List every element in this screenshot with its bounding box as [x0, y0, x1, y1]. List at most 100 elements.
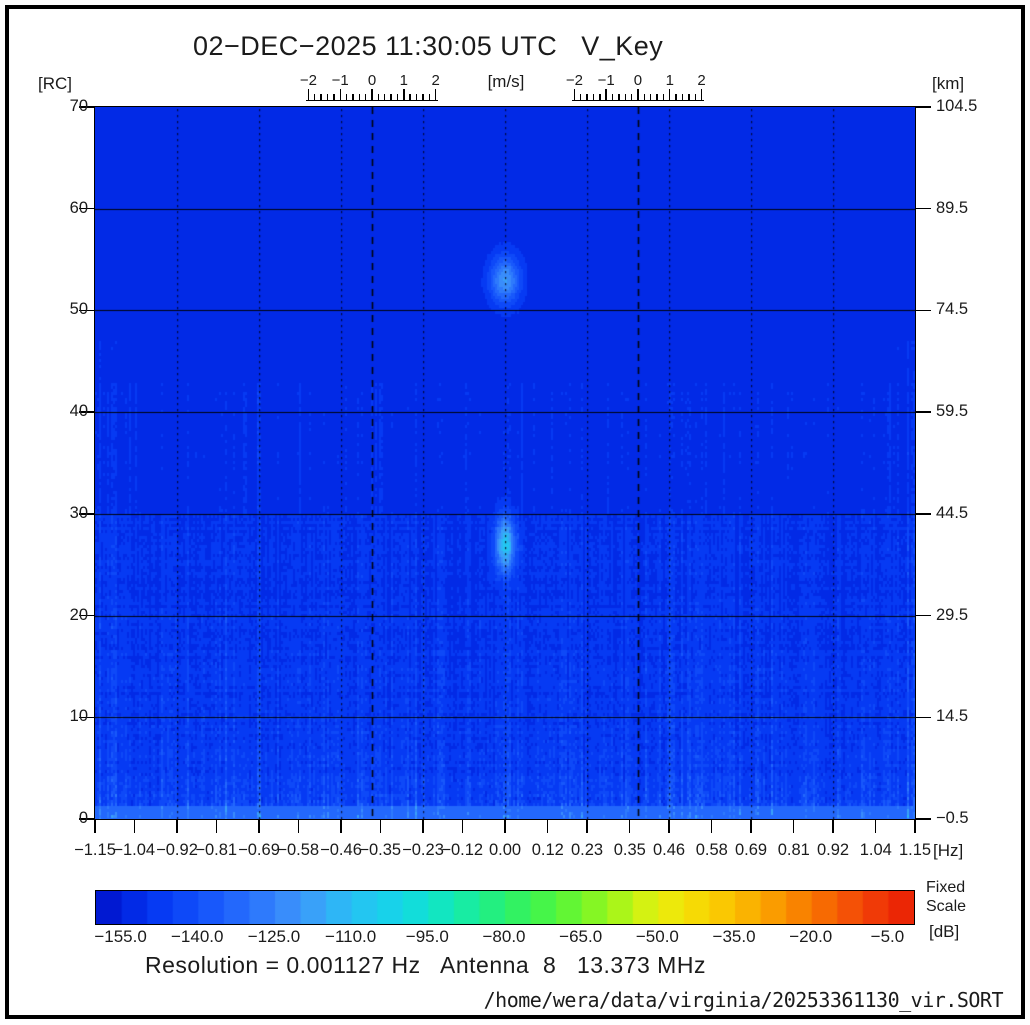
plot-title: 02−DEC−2025 11:30:05 UTC V_Key [193, 31, 664, 61]
left-axis-tick-label: 30 [69, 503, 88, 522]
frequency-axis-tick [133, 819, 135, 833]
velocity-ruler-tick [675, 94, 677, 100]
velocity-ruler-tick [637, 89, 639, 100]
right-axis-tick [915, 513, 931, 515]
velocity-ruler-tick [605, 89, 607, 100]
frequency-axis-tick [379, 819, 381, 833]
velocity-ruler-tick-label: 0 [367, 72, 377, 89]
frequency-axis-tick [547, 819, 549, 833]
velocity-ruler-tick [624, 94, 626, 100]
frequency-axis-tick [832, 819, 834, 833]
velocity-ruler-tick [434, 89, 437, 100]
frequency-axis-tick-label: −0.69 [238, 841, 280, 859]
frequency-axis-unit-label: [Hz] [933, 841, 964, 860]
frequency-axis-tick-label: −1.15 [74, 841, 116, 859]
velocity-ruler-tick [656, 94, 658, 100]
velocity-ruler-tick [573, 89, 576, 100]
velocity-ruler-tick [580, 94, 582, 100]
velocity-axis-unit-label: [m/s] [487, 72, 525, 91]
velocity-ruler-tick-label: 1 [665, 72, 674, 89]
frequency-axis-tick-label: 0.81 [777, 841, 810, 859]
right-axis-tick-label: −0.5 [936, 809, 969, 827]
right-axis-tick-label: 29.5 [936, 605, 969, 624]
velocity-ruler-baseline [571, 100, 705, 102]
frequency-axis-tick [176, 819, 178, 833]
frequency-axis-tick [215, 819, 217, 833]
velocity-ruler-tick [326, 94, 329, 100]
frequency-axis-tick-label: 0.69 [734, 841, 768, 859]
velocity-ruler-tick [320, 94, 322, 100]
velocity-ruler-tick [643, 94, 646, 100]
frequency-axis-tick [258, 819, 260, 833]
left-axis-tick-label: 50 [69, 300, 88, 319]
velocity-ruler-tick [339, 89, 341, 100]
velocity-ruler-tick-label: 0 [633, 72, 643, 89]
velocity-ruler-tick-label: −2 [565, 72, 583, 89]
right-axis-tick-label: 89.5 [936, 198, 969, 217]
velocity-ruler-tick [700, 89, 703, 100]
velocity-ruler-tick [592, 94, 595, 100]
frequency-axis-tick [750, 819, 752, 833]
velocity-ruler-tick [377, 94, 380, 100]
velocity-ruler-tick [333, 94, 335, 100]
outer-border-frame [5, 5, 1025, 1019]
left-axis-tick [79, 106, 95, 108]
frequency-axis-tick-label: −0.92 [156, 841, 198, 859]
velocity-ruler-tick [618, 94, 620, 100]
velocity-ruler-tick [662, 94, 665, 100]
frequency-axis-tick-label: 0.35 [613, 841, 646, 859]
right-axis-tick-label: 59.5 [936, 402, 969, 421]
frequency-axis-tick [875, 819, 877, 833]
velocity-ruler-tick [415, 94, 418, 100]
frequency-axis-tick [297, 819, 299, 833]
frequency-axis-tick [711, 819, 713, 833]
left-axis-unit-label: [RC] [38, 74, 72, 93]
left-axis-tick-label: 40 [69, 402, 88, 421]
velocity-ruler-tick [409, 94, 411, 100]
frequency-axis-tick [422, 819, 424, 833]
right-axis-tick [915, 106, 931, 108]
velocity-ruler-tick-label: 1 [399, 72, 408, 89]
frequency-axis-tick [461, 819, 463, 833]
colorbar-tick-label: −155.0 [94, 927, 147, 946]
frequency-axis-tick-label: −0.46 [320, 841, 362, 859]
frequency-axis-tick [504, 819, 506, 833]
left-axis-tick-label: 60 [69, 198, 88, 217]
colorbar-tick-label: −140.0 [171, 927, 224, 946]
velocity-ruler-tick [586, 94, 588, 100]
velocity-ruler-tick [669, 89, 671, 100]
left-axis-tick [79, 513, 95, 515]
frequency-axis-tick-label: −0.12 [441, 841, 484, 859]
velocity-ruler-tick [384, 94, 386, 100]
left-axis-tick [79, 208, 95, 210]
left-axis-tick [79, 818, 95, 820]
frequency-axis-tick-label: 0.23 [570, 841, 604, 859]
velocity-ruler-tick [422, 94, 424, 100]
left-axis-tick-label: 0 [78, 809, 88, 827]
left-axis-tick [79, 614, 95, 617]
right-axis-tick-label: 74.5 [936, 300, 969, 319]
velocity-ruler-tick [364, 94, 367, 100]
colorbar-note-scale: Scale [926, 898, 967, 915]
velocity-ruler-tick [345, 94, 348, 100]
right-axis-tick [915, 208, 931, 210]
frequency-axis-tick-label: −1.04 [113, 841, 156, 859]
colorbar-note-fixed: Fixed [926, 879, 966, 896]
velocity-ruler-tick [307, 89, 310, 100]
frequency-axis-tick-label: 0.00 [488, 841, 522, 859]
colorbar-tick-label: −20.0 [789, 927, 833, 946]
colorbar-unit-label: [dB] [929, 922, 960, 941]
velocity-ruler-tick [694, 94, 696, 100]
frequency-axis-tick-label: 1.15 [898, 841, 932, 859]
colorbar-tick-label: −110.0 [325, 927, 377, 946]
velocity-ruler-tick-label: 2 [697, 72, 706, 89]
velocity-ruler-tick [681, 94, 684, 100]
velocity-ruler-tick [650, 94, 652, 100]
right-axis-tick-label: 14.5 [936, 707, 969, 726]
frequency-axis-tick-label: −0.58 [277, 841, 320, 859]
velocity-ruler-tick [688, 94, 690, 100]
frequency-axis-tick-label: −0.23 [402, 841, 444, 859]
frequency-axis-tick-label: −0.35 [359, 841, 402, 859]
velocity-ruler-tick [630, 94, 633, 100]
